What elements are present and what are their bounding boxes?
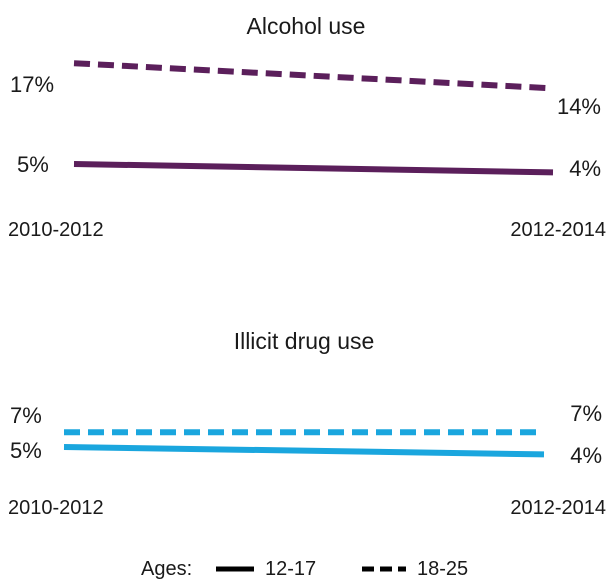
value-label-illicit-18-25-start: 7%	[10, 403, 42, 428]
series-lines-illicit	[63, 429, 545, 458]
panel-illicit-drug-use: Illicit drug use 7% 7% 5% 4% 2010-2012 2…	[8, 328, 606, 519]
legend: Ages: 12-17 18-25	[141, 558, 468, 580]
series-line-alcohol-18-25	[73, 60, 554, 92]
x-tick-label-illicit-end: 2012-2014	[510, 497, 606, 519]
series-line-alcohol-12-17	[73, 161, 554, 176]
value-label-alcohol-18-25-end: 14%	[557, 94, 601, 119]
x-tick-label-alcohol-start: 2010-2012	[8, 219, 104, 241]
legend-label-12-17: 12-17	[265, 558, 316, 580]
value-label-alcohol-12-17-end: 4%	[569, 156, 601, 181]
legend-prefix: Ages:	[141, 558, 192, 580]
x-tick-label-alcohol-end: 2012-2014	[510, 219, 606, 241]
value-label-illicit-12-17-start: 5%	[10, 438, 42, 463]
value-label-illicit-12-17-end: 4%	[570, 443, 602, 468]
value-label-alcohol-12-17-start: 5%	[17, 152, 49, 177]
series-lines-alcohol	[73, 60, 554, 176]
value-label-alcohol-18-25-start: 17%	[10, 72, 54, 97]
chart-title-alcohol: Alcohol use	[247, 13, 366, 39]
value-label-illicit-18-25-end: 7%	[570, 401, 602, 426]
panel-alcohol-use: Alcohol use 17% 14% 5% 4% 2010-2012 2012…	[8, 13, 606, 241]
legend-label-18-25: 18-25	[417, 558, 468, 580]
series-line-illicit-12-17	[63, 444, 545, 458]
x-tick-label-illicit-start: 2010-2012	[8, 497, 104, 519]
chart-title-illicit: Illicit drug use	[234, 328, 375, 354]
